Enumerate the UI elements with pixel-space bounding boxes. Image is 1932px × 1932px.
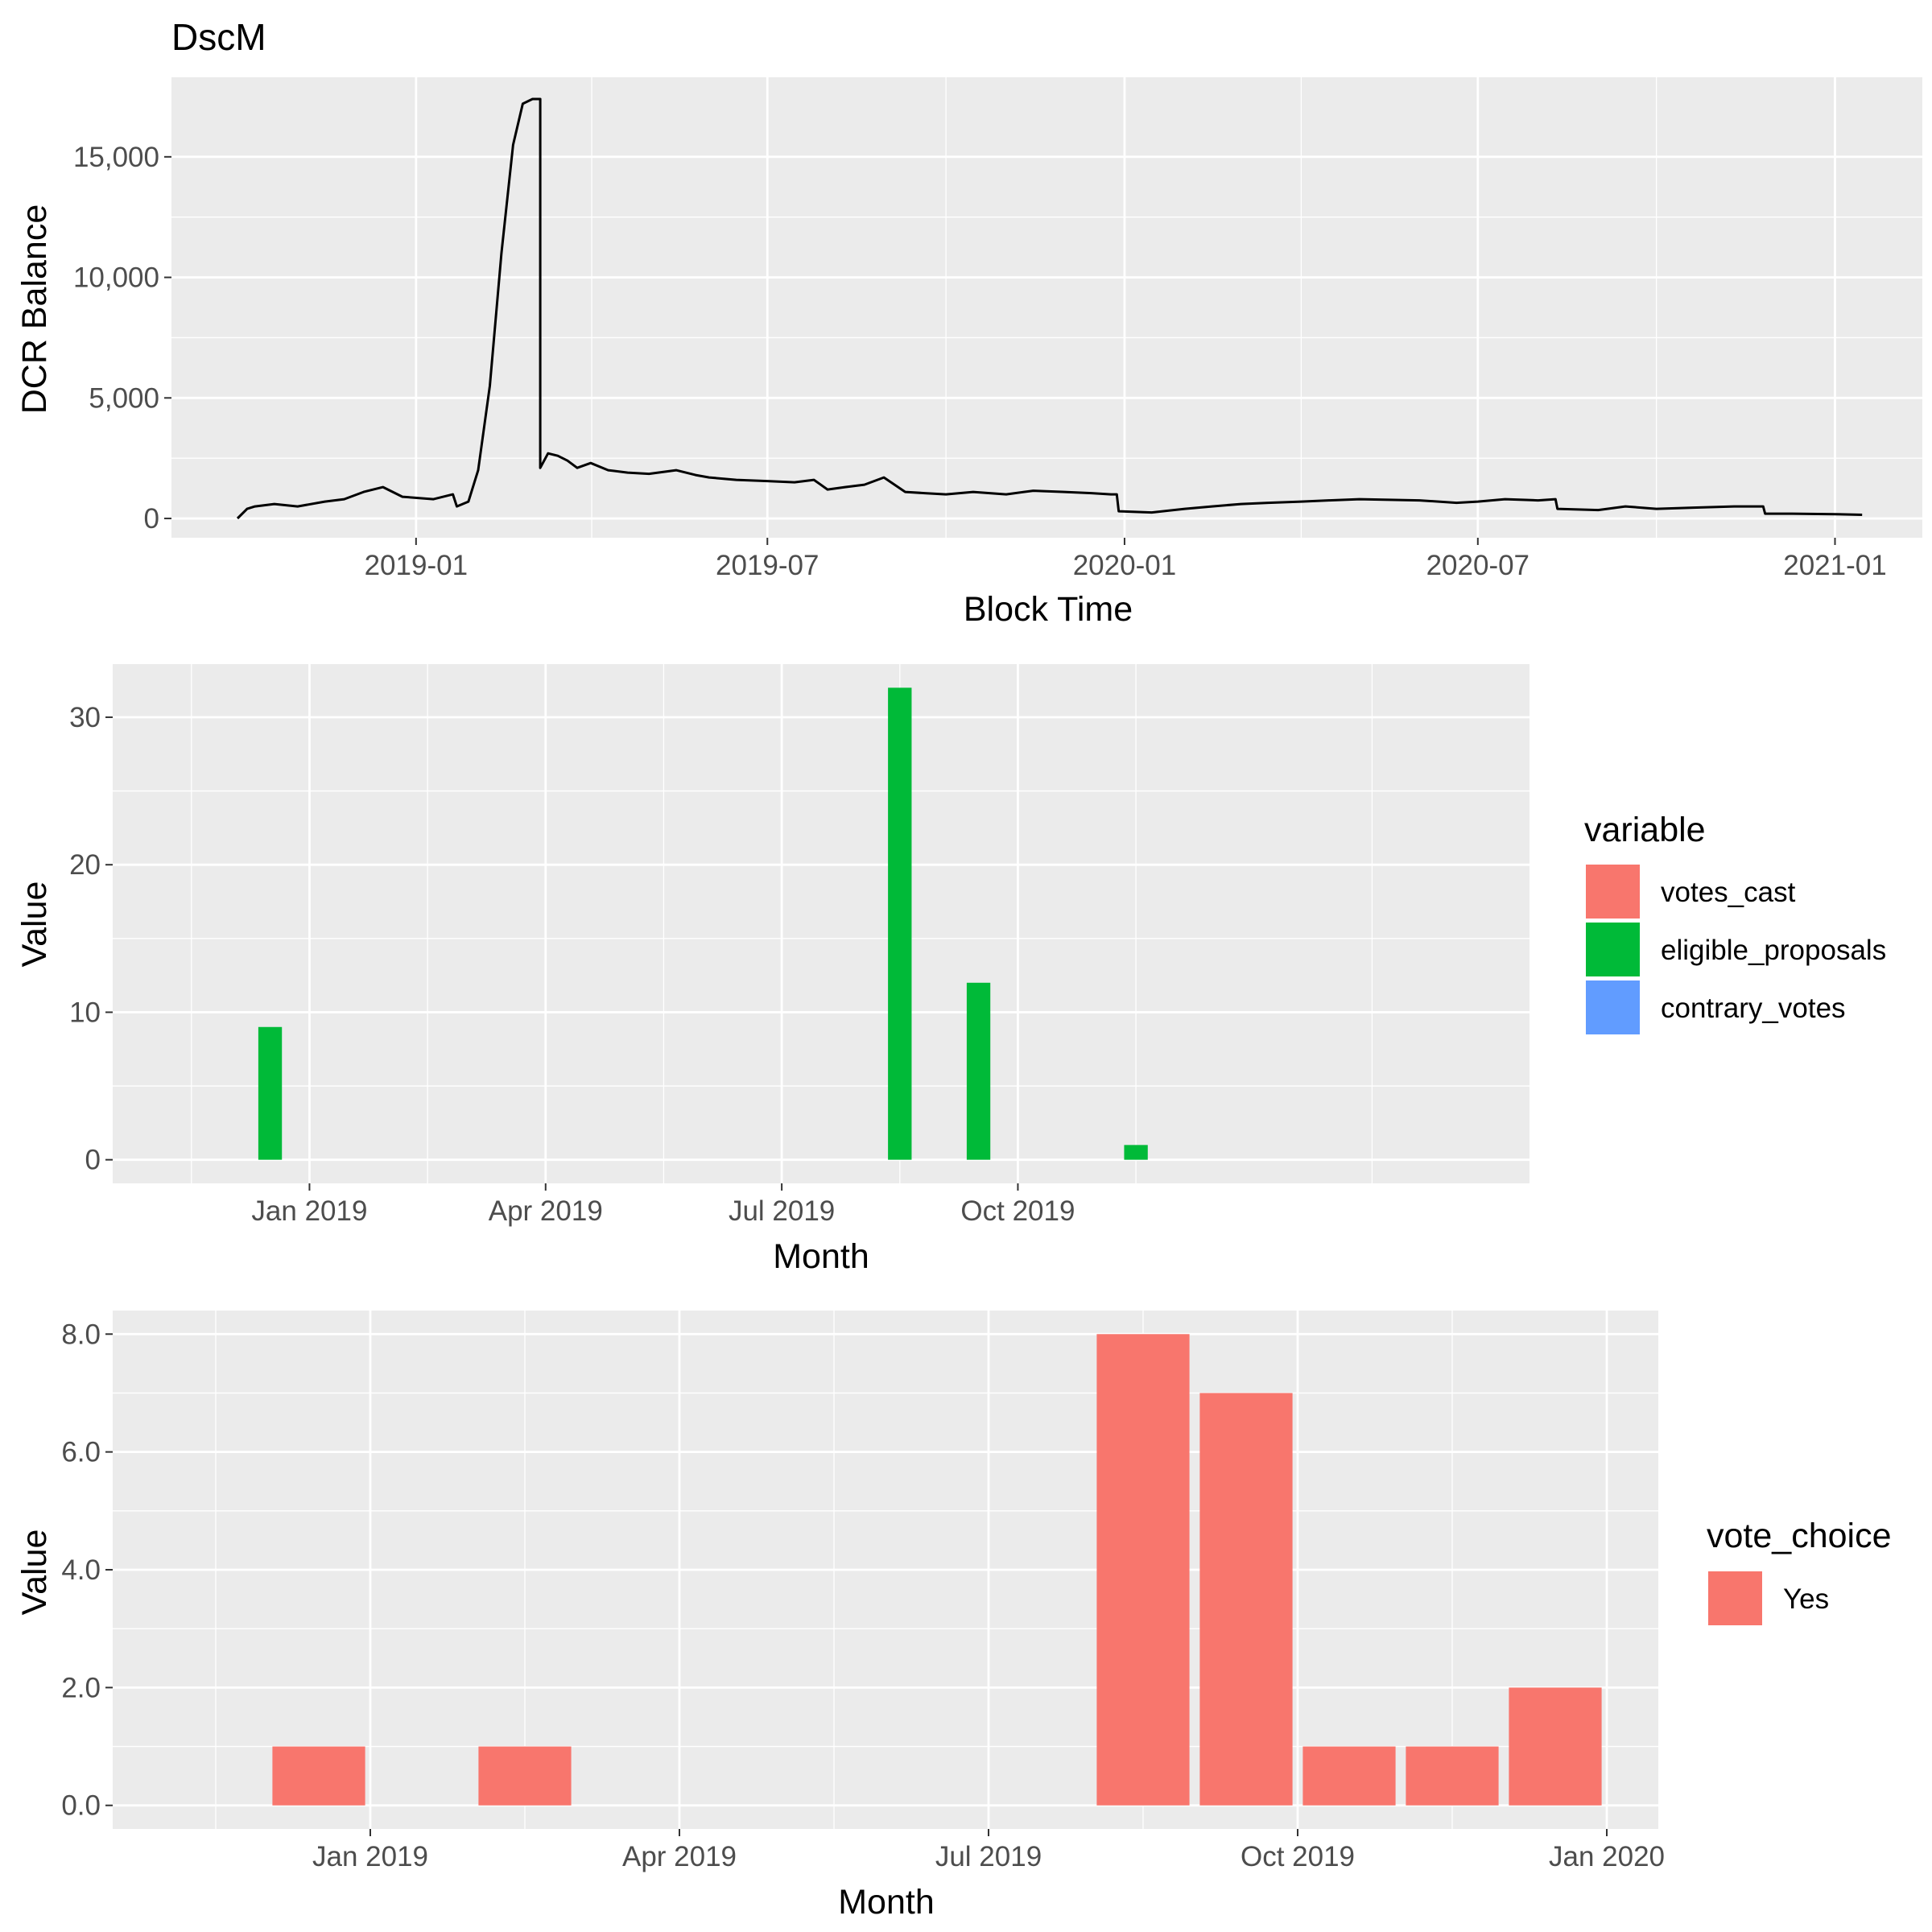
legend-swatch <box>1586 980 1640 1034</box>
legend-title: vote_choice <box>1707 1517 1892 1555</box>
bar-eligible-proposals <box>258 1026 283 1160</box>
axes: 2019-01 2019-07 2020-01 2020-07 2021-01 0 5,00… <box>73 142 1887 581</box>
x-tick-label: 2021-01 <box>1783 550 1886 581</box>
y-axis-title: Value <box>15 1530 54 1616</box>
vote-choice-chart: Jan 2019 Apr 2019 Jul 2019 Oct 2019 Jan 2020… <box>15 1311 1892 1922</box>
axes: Jan 2019 Apr 2019 Jul 2019 Oct 2019 Jan 2020… <box>61 1319 1665 1872</box>
plot-background <box>113 664 1530 1183</box>
legend-swatch <box>1586 923 1640 976</box>
axes: Jan 2019 Apr 2019 Jul 2019 Oct 2019 0 10 20 30 <box>69 702 1075 1227</box>
gridlines <box>171 77 1922 538</box>
legend-label: contrary_votes <box>1661 993 1846 1024</box>
y-tick-label: 4.0 <box>61 1554 101 1586</box>
y-tick-label: 6.0 <box>61 1437 101 1468</box>
x-axis-title: Block Time <box>964 590 1133 629</box>
bar-Yes <box>1406 1746 1499 1806</box>
gridlines <box>113 1311 1658 1829</box>
chart-title: DscM <box>171 16 266 58</box>
y-tick-label: 2.0 <box>61 1672 101 1703</box>
x-axis-title: Month <box>838 1883 935 1922</box>
x-tick-label: Oct 2019 <box>960 1195 1075 1227</box>
bar-Yes <box>478 1746 572 1806</box>
x-tick-label: Jul 2019 <box>935 1841 1042 1872</box>
bar-Yes <box>1199 1393 1293 1806</box>
legend: variable votes_cast eligible_proposalscon… <box>1584 811 1886 1034</box>
legend-label: Yes <box>1783 1583 1829 1615</box>
gridlines <box>113 664 1530 1183</box>
balance-chart: DscM 2019-01 2019-07 2020-01 2020-07 2021-01… <box>15 16 1922 629</box>
bar-series <box>272 1334 1602 1806</box>
x-tick-label: Jan 2019 <box>312 1841 428 1872</box>
y-axis-title: Value <box>15 881 54 968</box>
y-tick-label: 0.0 <box>61 1790 101 1822</box>
proposals-chart: Jan 2019 Apr 2019 Jul 2019 Oct 20190102030 … <box>15 664 1886 1276</box>
y-tick-label: 0 <box>144 503 159 535</box>
bar-eligible-proposals <box>966 982 991 1160</box>
legend-label: votes_cast <box>1661 877 1796 908</box>
x-tick-label: Jan 2020 <box>1549 1841 1665 1872</box>
y-tick-label: 8.0 <box>61 1319 101 1350</box>
y-tick-label: 10 <box>69 997 101 1028</box>
plot-background <box>171 77 1922 538</box>
bar-eligible-proposals <box>888 687 912 1160</box>
y-tick-label: 10,000 <box>73 262 159 294</box>
x-tick-label: Apr 2019 <box>489 1195 603 1227</box>
x-tick-label: Apr 2019 <box>622 1841 737 1872</box>
bar-series <box>258 687 1148 1160</box>
bar-Yes <box>1096 1334 1190 1806</box>
x-tick-label: 2019-07 <box>716 550 819 581</box>
legend-swatch <box>1586 865 1640 919</box>
y-tick-label: 5,000 <box>89 382 159 414</box>
bar-Yes <box>1302 1746 1396 1806</box>
x-tick-label: 2020-01 <box>1073 550 1176 581</box>
legend-swatch <box>1708 1571 1762 1625</box>
balance-line <box>236 97 1863 520</box>
bar-eligible-proposals <box>1124 1145 1148 1160</box>
y-tick-label: 0 <box>85 1145 101 1176</box>
legend: vote_choice Yes <box>1707 1517 1892 1625</box>
legend-title: variable <box>1584 811 1706 849</box>
y-tick-label: 30 <box>69 702 101 733</box>
x-tick-label: 2020-07 <box>1426 550 1530 581</box>
bar-Yes <box>1509 1687 1602 1806</box>
bar-Yes <box>272 1746 365 1806</box>
legend-label: eligible_proposals <box>1661 935 1886 966</box>
x-tick-label: Oct 2019 <box>1241 1841 1355 1872</box>
y-tick-label: 20 <box>69 849 101 881</box>
x-axis-title: Month <box>773 1237 869 1276</box>
x-tick-label: 2019-01 <box>365 550 468 581</box>
line-series <box>236 97 1863 520</box>
y-tick-label: 15,000 <box>73 142 159 173</box>
y-axis-title: DCR Balance <box>15 204 54 415</box>
x-tick-label: Jul 2019 <box>729 1195 835 1227</box>
x-tick-label: Jan 2019 <box>251 1195 367 1227</box>
